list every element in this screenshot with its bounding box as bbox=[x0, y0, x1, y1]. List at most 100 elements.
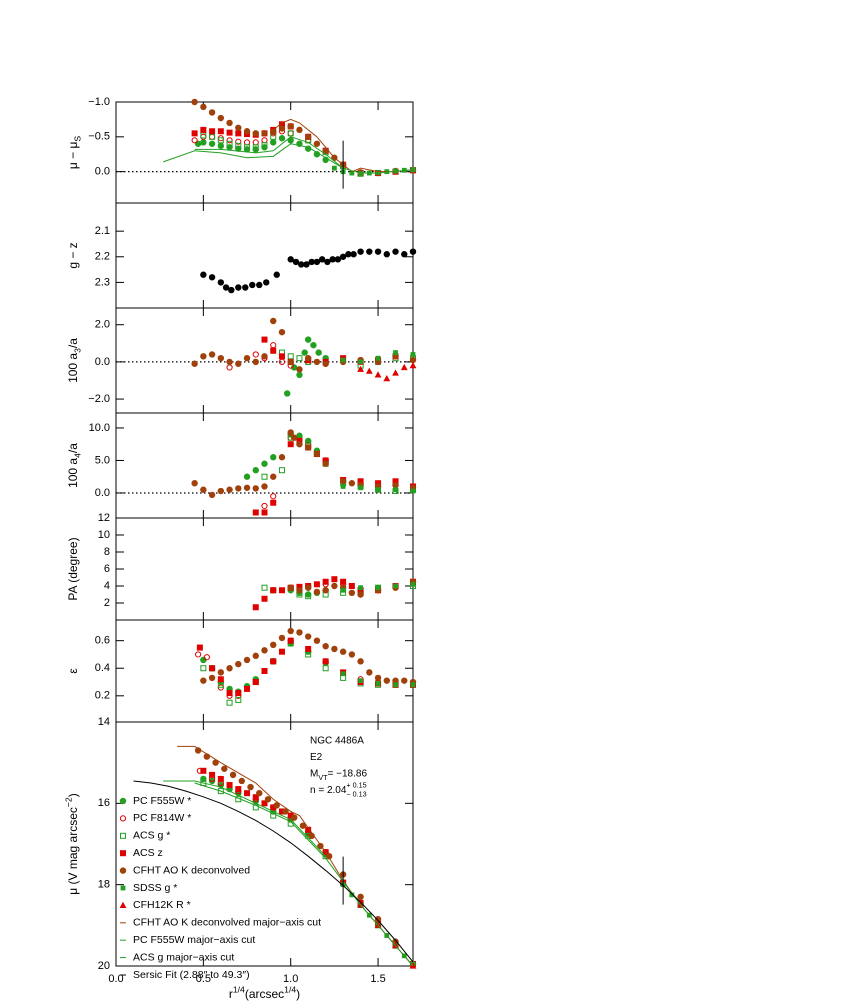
point bbox=[243, 484, 251, 491]
point bbox=[278, 135, 286, 142]
point bbox=[200, 133, 207, 140]
point bbox=[270, 493, 277, 500]
point bbox=[287, 130, 294, 137]
point bbox=[296, 366, 303, 373]
y-tick-label: 10 bbox=[98, 529, 110, 541]
point bbox=[270, 454, 277, 461]
point bbox=[261, 353, 268, 360]
y-tick-label: 0.0 bbox=[95, 487, 110, 499]
annotation: M VT = −18.86 bbox=[310, 769, 367, 782]
point bbox=[334, 256, 342, 263]
y-axis-label: PA (degree) bbox=[66, 537, 80, 600]
point bbox=[261, 509, 268, 516]
point bbox=[270, 499, 277, 506]
point bbox=[270, 473, 277, 480]
point bbox=[287, 627, 294, 635]
point bbox=[313, 637, 321, 644]
point bbox=[261, 142, 268, 149]
point bbox=[409, 248, 417, 255]
point bbox=[256, 281, 263, 289]
point bbox=[226, 782, 233, 789]
point bbox=[374, 674, 382, 682]
point bbox=[226, 140, 233, 147]
point bbox=[261, 460, 268, 467]
point bbox=[235, 360, 242, 367]
point bbox=[252, 652, 259, 660]
point bbox=[324, 258, 331, 266]
point bbox=[200, 271, 207, 278]
point bbox=[120, 850, 126, 857]
point bbox=[278, 808, 285, 815]
y-axis-label-part: 100 a bbox=[66, 458, 80, 488]
legend-label: PC F555W major−axis cut bbox=[133, 934, 255, 946]
annotation: n = 2.04+ 0.15− 0.13 bbox=[310, 780, 367, 798]
y-tick-label: 16 bbox=[98, 797, 110, 809]
point bbox=[287, 130, 294, 137]
y-axis-label-part: 4 bbox=[72, 453, 82, 458]
point bbox=[235, 786, 242, 793]
point bbox=[226, 665, 233, 672]
point bbox=[200, 486, 207, 493]
point bbox=[345, 251, 352, 258]
point bbox=[322, 587, 329, 594]
point bbox=[119, 797, 127, 805]
point bbox=[270, 128, 277, 136]
point bbox=[301, 349, 308, 356]
point bbox=[401, 677, 408, 684]
point bbox=[261, 130, 268, 137]
point bbox=[191, 360, 198, 367]
point bbox=[340, 671, 346, 677]
point bbox=[291, 814, 298, 821]
point bbox=[322, 457, 329, 464]
point bbox=[235, 660, 242, 668]
point bbox=[322, 578, 329, 585]
point bbox=[226, 129, 233, 136]
point bbox=[226, 144, 233, 151]
point bbox=[252, 144, 259, 151]
point bbox=[235, 142, 242, 149]
point bbox=[208, 674, 216, 682]
point bbox=[287, 637, 294, 644]
point bbox=[235, 696, 242, 703]
point bbox=[243, 139, 251, 146]
point bbox=[409, 362, 417, 369]
y-tick-label: 2.2 bbox=[95, 251, 110, 263]
point bbox=[287, 353, 294, 360]
profile-line bbox=[163, 780, 327, 857]
legend-label: PC F814W * bbox=[133, 812, 191, 824]
legend-label: Sersic Fit (2.88″ to 49.3″) bbox=[133, 969, 250, 981]
y-tick-label: 0.0 bbox=[95, 356, 110, 368]
point bbox=[284, 390, 291, 397]
point bbox=[191, 480, 198, 487]
point bbox=[200, 665, 207, 672]
point bbox=[235, 124, 242, 131]
point bbox=[217, 142, 225, 150]
panel-frame bbox=[115, 101, 414, 204]
point bbox=[303, 261, 310, 268]
point bbox=[357, 587, 364, 594]
point bbox=[296, 629, 303, 636]
point bbox=[208, 274, 216, 281]
point bbox=[358, 171, 363, 177]
point bbox=[264, 796, 272, 803]
point bbox=[296, 371, 303, 379]
point bbox=[200, 353, 207, 360]
point bbox=[392, 248, 399, 255]
annotation-part: NGC 4486A bbox=[310, 736, 364, 747]
point bbox=[208, 133, 216, 140]
point bbox=[315, 349, 322, 356]
annotation-part: E2 bbox=[310, 752, 323, 763]
point bbox=[374, 371, 382, 378]
point bbox=[200, 767, 207, 774]
y-axis-label-part: −2 bbox=[63, 797, 73, 807]
point bbox=[400, 363, 408, 371]
point bbox=[252, 139, 259, 146]
point bbox=[243, 473, 251, 480]
point bbox=[209, 665, 216, 672]
point bbox=[313, 258, 321, 266]
point bbox=[235, 138, 242, 145]
point bbox=[261, 647, 268, 654]
x-axis-label-part: r bbox=[229, 987, 233, 1001]
